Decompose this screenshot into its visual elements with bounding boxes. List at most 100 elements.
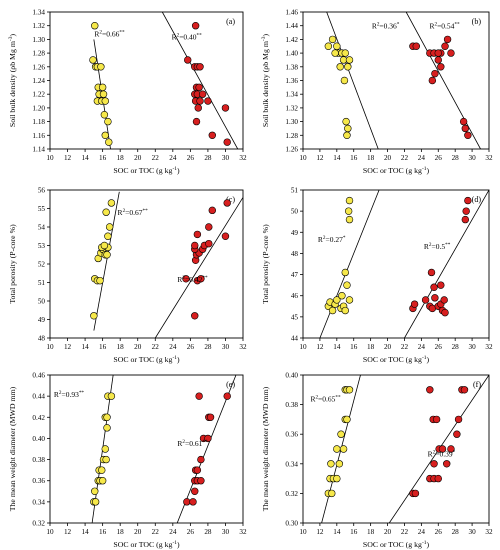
- y-tick-label: 49: [38, 316, 46, 324]
- x-tick-label: 14: [333, 528, 341, 536]
- data-point-soc: [333, 445, 341, 453]
- data-point-soc: [103, 251, 111, 259]
- y-axis-label: Soil bulk density (ρb Mg m-3): [8, 34, 17, 128]
- y-tick-label: 56: [38, 187, 46, 195]
- x-tick-label: 22: [401, 154, 409, 162]
- y-tick-label: 1.30: [32, 36, 45, 44]
- x-tick-label: 32: [485, 528, 493, 536]
- data-point-toc: [206, 413, 215, 421]
- y-tick-label: 1.24: [32, 77, 45, 85]
- x-tick-label: 28: [452, 528, 460, 536]
- r-squared-label: R2=0.5**: [424, 242, 451, 251]
- y-tick-label: 1.26: [32, 63, 45, 71]
- y-tick-label: 1.46: [285, 9, 298, 17]
- data-point-toc: [434, 49, 442, 57]
- data-point-soc: [335, 460, 344, 468]
- x-tick-label: 18: [117, 154, 125, 162]
- y-axis-label: Total porosity (P-core %): [261, 224, 270, 304]
- regression-line: [161, 12, 239, 149]
- x-tick-label: 30: [468, 343, 476, 351]
- x-tick-label: 22: [401, 343, 409, 351]
- x-tick-label: 30: [222, 528, 230, 536]
- data-point-soc: [344, 63, 352, 71]
- r-squared-label: R2=0.65**: [310, 395, 341, 404]
- panel-label: (a): [226, 17, 235, 26]
- r-squared-label: R2=0.27*: [318, 235, 346, 244]
- data-point-toc: [460, 386, 469, 394]
- data-point-toc: [454, 415, 463, 424]
- y-axis-label: The mean weight diameter (MWD mm): [261, 386, 270, 511]
- data-point-toc: [411, 489, 420, 498]
- y-tick-label: 1.16: [32, 132, 45, 140]
- data-point-soc: [343, 131, 351, 140]
- y-tick-label: 0.40: [32, 435, 45, 443]
- data-point-toc: [197, 275, 205, 283]
- data-point-toc: [196, 63, 204, 71]
- data-point-toc: [191, 487, 199, 495]
- data-point-soc: [344, 124, 352, 133]
- data-point-toc: [464, 196, 472, 205]
- data-point-toc: [447, 49, 455, 57]
- data-point-soc: [103, 413, 111, 421]
- x-tick-label: 20: [134, 154, 142, 162]
- data-point-soc: [328, 306, 337, 315]
- data-point-toc: [427, 268, 436, 277]
- y-tick-label: 52: [38, 261, 46, 269]
- regression-line: [326, 12, 379, 149]
- data-point-toc: [189, 498, 197, 506]
- data-point-soc: [340, 76, 349, 85]
- data-point-soc: [97, 63, 105, 71]
- data-point-toc: [426, 386, 434, 394]
- data-point-toc: [197, 455, 205, 464]
- data-point-toc: [182, 275, 190, 283]
- regression-line: [404, 190, 489, 338]
- data-point-soc: [91, 22, 99, 30]
- x-tick-label: 32: [239, 154, 247, 162]
- r-squared-label: R2=0.66**: [94, 30, 125, 39]
- x-tick-label: 28: [452, 154, 460, 162]
- y-tick-label: 1.22: [32, 91, 45, 99]
- y-axis-label: Soil bulk density (ρb Mg m-3): [261, 34, 270, 128]
- data-point-soc: [341, 306, 349, 315]
- panel-label: (b): [472, 17, 482, 26]
- data-point-soc: [333, 296, 341, 304]
- x-tick-label: 22: [152, 154, 160, 162]
- y-tick-label: 1.40: [285, 50, 298, 58]
- x-tick-label: 28: [204, 343, 212, 351]
- panel-label: (f): [473, 380, 481, 389]
- y-tick-label: 0.32: [285, 490, 298, 498]
- data-point-soc: [98, 83, 107, 92]
- x-tick-label: 10: [46, 154, 54, 162]
- regression-line: [405, 12, 481, 149]
- x-tick-label: 12: [64, 528, 72, 536]
- data-point-toc: [434, 474, 442, 483]
- data-point-toc: [205, 239, 213, 248]
- r-squared-label: R2=0.39*: [428, 449, 456, 458]
- y-tick-label: 1.32: [285, 104, 298, 112]
- data-point-soc: [342, 117, 350, 126]
- x-tick-label: 20: [384, 528, 392, 536]
- y-tick-label: 1.36: [285, 77, 298, 85]
- data-point-toc: [441, 308, 449, 317]
- x-tick-label: 12: [316, 528, 324, 536]
- data-point-soc: [89, 56, 97, 64]
- y-tick-label: 48: [291, 250, 299, 258]
- data-point-soc: [341, 268, 349, 277]
- data-point-toc: [421, 296, 430, 304]
- x-axis-label: SOC or TOC (g kg-1): [113, 166, 180, 175]
- y-tick-label: 44: [291, 335, 299, 343]
- data-point-toc: [438, 445, 447, 453]
- data-point-toc: [191, 312, 199, 320]
- panel-label: (d): [472, 195, 482, 204]
- x-tick-label: 26: [435, 154, 443, 162]
- x-tick-label: 18: [367, 154, 375, 162]
- y-tick-label: 1.38: [285, 63, 298, 71]
- data-point-toc: [208, 131, 216, 140]
- plot-frame: [302, 11, 490, 150]
- data-point-soc: [328, 489, 336, 498]
- data-point-soc: [336, 63, 344, 71]
- y-tick-label: 0.44: [32, 393, 45, 401]
- data-point-soc: [107, 392, 116, 400]
- y-axis-label: The mean weight diameter (MWD mm): [8, 386, 17, 511]
- x-tick-label: 24: [418, 528, 426, 536]
